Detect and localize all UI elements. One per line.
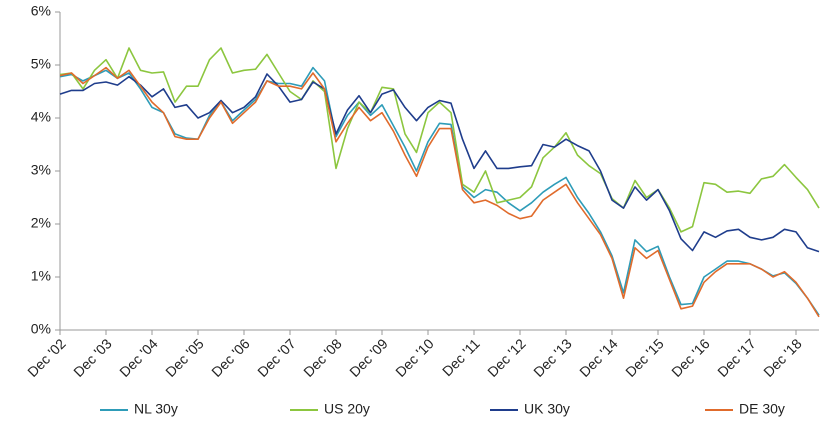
- x-tick-label: Dec '04: [116, 335, 161, 380]
- x-tick-label: Dec '16: [668, 335, 713, 380]
- x-tick-label: Dec '12: [484, 335, 529, 380]
- y-tick-label: 6%: [31, 3, 51, 19]
- x-tick-label: Dec '05: [162, 335, 207, 380]
- series-line: [59, 73, 820, 253]
- x-tick-label: Dec '17: [714, 335, 759, 380]
- x-tick-label: Dec '09: [346, 335, 391, 380]
- y-tick-label: 5%: [31, 56, 51, 72]
- x-tick-label: Dec '10: [392, 335, 437, 380]
- x-tick-label: Dec '11: [439, 335, 483, 379]
- y-tick-label: 2%: [31, 215, 51, 231]
- y-tick-label: 1%: [31, 268, 51, 284]
- x-tick-label: Dec '03: [70, 335, 115, 380]
- series-line: [59, 66, 820, 316]
- x-tick-label: Dec '06: [208, 335, 253, 380]
- series-line: [59, 66, 820, 318]
- legend-label: US 20y: [324, 401, 370, 417]
- legend-label: DE 30y: [739, 401, 785, 417]
- x-tick-label: Dec '02: [24, 335, 69, 380]
- x-tick-label: Dec '08: [300, 335, 345, 380]
- x-tick-label: Dec '13: [530, 335, 575, 380]
- x-tick-label: Dec '07: [254, 335, 299, 380]
- x-tick-label: Dec '15: [622, 335, 667, 380]
- x-tick-label: Dec '18: [760, 335, 805, 380]
- y-tick-label: 0%: [31, 321, 51, 337]
- legend-label: UK 30y: [524, 401, 570, 417]
- x-tick-label: Dec '14: [576, 335, 621, 380]
- y-tick-label: 4%: [31, 109, 51, 125]
- legend-label: NL 30y: [134, 401, 178, 417]
- y-tick-label: 3%: [31, 162, 51, 178]
- series-line: [59, 47, 820, 233]
